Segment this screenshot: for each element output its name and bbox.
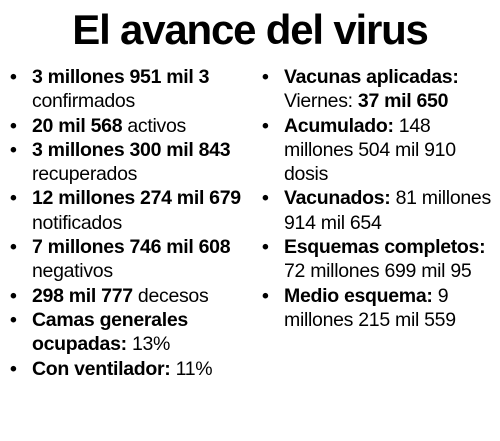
bullet-icon: •	[262, 66, 269, 88]
bullet-icon: •	[10, 308, 17, 331]
list-item-esquemas-completos: • Esquemas completos: 72 millones 699 mil…	[258, 235, 498, 284]
item-value: 81 millones 914 mil 654	[284, 187, 491, 234]
item-label: confirmados	[32, 90, 135, 113]
bullet-icon: •	[262, 114, 269, 137]
list-item-confirmados: • 3 millones 951 mil 3 confirmados	[6, 65, 256, 114]
list-item-activos: • 20 mil 568 activos	[6, 114, 256, 138]
bullet-icon: •	[10, 284, 17, 307]
item-value: 148 millones 504 mil 910 dosis	[284, 114, 456, 186]
item-label: recuperados	[32, 163, 138, 186]
bullet-icon: •	[262, 187, 269, 210]
bullet-icon: •	[262, 236, 269, 259]
list-item-negativos: • 7 millones 746 mil 608 negativos	[6, 235, 256, 284]
item-label: activos	[122, 114, 186, 137]
list-item-medio-esquema: • Medio esquema: 9 millones 215 mil 559	[258, 284, 498, 333]
item-sublabel: Viernes:	[284, 90, 358, 113]
bullet-icon: •	[262, 284, 269, 307]
page-title: El avance del virus	[72, 6, 429, 53]
bullet-icon: •	[10, 357, 17, 380]
item-value: 7 millones 746 mil 608	[32, 236, 231, 259]
item-label: Vacunas aplicadas:	[284, 66, 459, 88]
item-value: 9 millones 215 mil 559	[284, 284, 456, 331]
list-item-camas-generales: • Camas generales ocupadas: 13%	[6, 308, 256, 357]
bullet-icon: •	[10, 66, 17, 88]
item-label: Vacunados:	[284, 187, 391, 210]
item-label: Acumulado:	[284, 114, 394, 137]
item-value: 20 mil 568	[32, 114, 123, 137]
item-label: Medio esquema:	[284, 284, 433, 307]
item-value: 72 millones 699 mil 95	[284, 260, 472, 283]
bullet-icon: •	[10, 187, 17, 210]
list-item-decesos: • 298 mil 777 decesos	[6, 284, 256, 308]
item-value: 37 mil 650	[357, 90, 449, 113]
item-value: 13%	[126, 333, 171, 356]
bullet-icon: •	[10, 114, 17, 137]
item-label: negativos	[32, 260, 113, 283]
right-column: • Vacunas aplicadas: Viernes: 37 mil 650 …	[258, 65, 498, 332]
list-item-recuperados: • 3 millones 300 mil 843 recuperados	[6, 138, 256, 187]
item-value: 3 millones 951 mil 3	[32, 66, 210, 88]
list-item-notificados: • 12 millones 274 mil 679 notificados	[6, 186, 256, 235]
list-item-con-ventilador: • Con ventilador: 11%	[6, 357, 256, 381]
list-item-vacunados: • Vacunados: 81 millones 914 mil 654	[258, 186, 498, 235]
left-column: • 3 millones 951 mil 3 confirmados • 20 mi…	[6, 65, 256, 381]
item-label: Esquemas completos:	[284, 236, 486, 259]
item-value: 12 millones 274 mil 679	[32, 187, 241, 210]
list-item-acumulado: • Acumulado: 148 millones 504 mil 910 dos…	[258, 114, 498, 187]
item-value: 11%	[170, 357, 213, 380]
item-label: notificados	[32, 211, 122, 234]
list-item-vacunas-aplicadas: • Vacunas aplicadas: Viernes: 37 mil 650	[258, 65, 498, 114]
item-label: decesos	[132, 284, 209, 307]
bullet-icon: •	[10, 138, 17, 161]
item-value: 298 mil 777	[32, 284, 133, 307]
item-label: Con ventilador:	[32, 357, 171, 380]
bullet-icon: •	[10, 236, 17, 259]
item-value: 3 millones 300 mil 843	[32, 138, 231, 161]
item-label: Camas generales ocupadas:	[32, 308, 188, 356]
